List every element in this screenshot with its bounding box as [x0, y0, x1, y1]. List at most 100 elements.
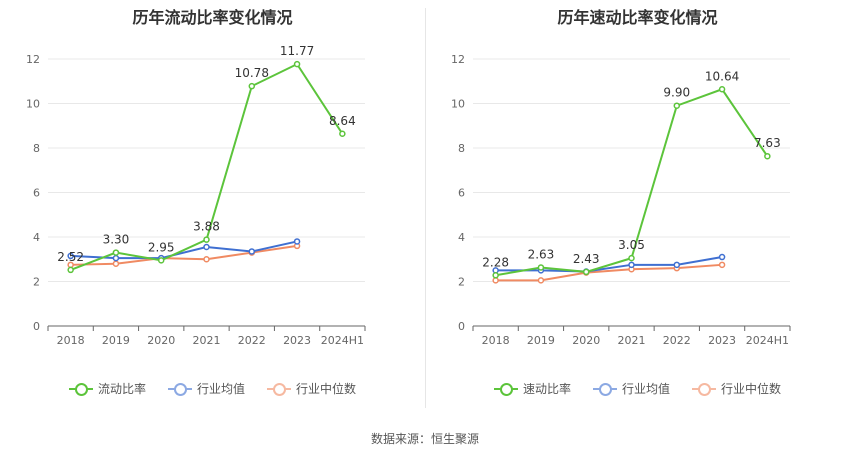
y-tick-label: 10	[26, 98, 40, 111]
series-line	[495, 256, 723, 273]
panel-divider	[425, 8, 426, 408]
quick-ratio-chart: 0 2 4 6 8 10 12 2018 2019 2020 2021 2022 2023 2024H1 2…	[451, 53, 791, 347]
legend-swatch	[68, 382, 93, 396]
x-tick-label: 2021	[618, 334, 646, 347]
data-point[interactable]	[492, 272, 499, 279]
data-label: 8.64	[329, 114, 356, 128]
data-label: 3.30	[103, 233, 130, 247]
series-line	[70, 240, 298, 260]
data-point[interactable]	[293, 60, 301, 68]
data-label: 3.05	[618, 238, 645, 252]
chart-legend: 流动比率 行业均值 行业中位数	[0, 380, 425, 397]
y-tick-label: 0	[458, 320, 465, 333]
series-line	[495, 263, 723, 282]
data-point[interactable]	[492, 277, 499, 284]
data-label: 2.63	[528, 247, 555, 261]
legend-label: 行业均值	[196, 382, 245, 396]
current-ratio-panel: 历年流动比率变化情况 0 2 4 6 8 10 12 2018 2019 2020 2021 2022…	[0, 0, 425, 420]
data-point[interactable]	[248, 248, 256, 255]
data-point[interactable]	[112, 260, 120, 267]
data-point[interactable]	[718, 261, 726, 269]
data-point[interactable]	[293, 238, 301, 245]
chart-title: 历年速动比率变化情况	[557, 8, 718, 27]
data-point[interactable]	[718, 86, 726, 93]
data-label: 2.95	[148, 240, 175, 254]
legend-label: 速动比率	[522, 382, 571, 396]
legend-swatch	[167, 382, 192, 396]
legend-swatch	[592, 382, 617, 396]
data-label: 10.78	[235, 66, 269, 80]
y-tick-label: 8	[33, 142, 40, 155]
data-point[interactable]	[537, 264, 545, 271]
y-tick-label: 4	[458, 231, 465, 244]
x-tick-label: 2021	[193, 334, 221, 347]
legend-swatch	[692, 382, 716, 396]
data-point[interactable]	[248, 82, 256, 90]
data-label: 7.63	[754, 136, 781, 150]
data-point[interactable]	[157, 257, 165, 264]
data-label: 3.88	[193, 220, 220, 234]
data-point[interactable]	[203, 256, 210, 263]
data-label: 2.43	[573, 252, 600, 266]
data-point[interactable]	[203, 243, 210, 251]
legend-swatch	[493, 382, 518, 396]
data-point[interactable]	[582, 268, 590, 276]
data-point[interactable]	[718, 253, 726, 261]
legend-item[interactable]: 行业均值	[592, 380, 670, 397]
data-point[interactable]	[537, 277, 545, 284]
legend-item[interactable]: 行业中位数	[267, 380, 356, 397]
chart-legend: 速动比率 行业均值 行业中位数	[425, 380, 850, 397]
data-point[interactable]	[764, 152, 771, 160]
legend-swatch	[267, 382, 291, 396]
data-label: 10.64	[705, 69, 739, 83]
x-tick-label: 2024H1	[321, 334, 364, 347]
data-point[interactable]	[628, 261, 635, 269]
legend-label: 行业均值	[621, 382, 670, 396]
y-tick-label: 6	[458, 187, 465, 200]
legend-item[interactable]: 行业均值	[167, 380, 245, 397]
data-label: 9.90	[663, 86, 690, 100]
legend-label: 行业中位数	[296, 382, 357, 396]
legend-item[interactable]: 行业中位数	[692, 380, 781, 397]
y-tick-label: 12	[26, 53, 40, 66]
data-point[interactable]	[112, 249, 120, 256]
data-point[interactable]	[339, 130, 346, 138]
x-tick-label: 2023	[283, 334, 311, 347]
x-tick-label: 2020	[572, 334, 600, 347]
y-tick-label: 8	[458, 142, 465, 155]
legend-item[interactable]: 速动比率	[493, 380, 571, 397]
data-point[interactable]	[628, 254, 635, 262]
current-ratio-chart: 0 2 4 6 8 10 12 2018 2019 2020 2021 2022 2023 2024H1 2…	[26, 44, 366, 347]
legend-item[interactable]: 流动比率	[68, 380, 146, 397]
y-tick-label: 10	[451, 98, 465, 111]
y-tick-label: 6	[33, 187, 40, 200]
data-label: 2.52	[57, 250, 84, 264]
x-tick-label: 2018	[482, 334, 510, 347]
data-label: 2.28	[482, 255, 509, 269]
x-tick-label: 2022	[663, 334, 691, 347]
data-label: 11.77	[280, 44, 314, 58]
data-source: 数据来源：恒生聚源	[370, 432, 479, 446]
y-tick-label: 0	[33, 320, 40, 333]
y-tick-label: 12	[451, 53, 465, 66]
y-tick-label: 2	[458, 276, 465, 289]
quick-ratio-panel: 历年速动比率变化情况 0 2 4 6 8 10 12 2018 2019 2020 2021 2022…	[425, 0, 850, 420]
series-line	[70, 244, 298, 266]
x-tick-label: 2019	[527, 334, 555, 347]
chart-title: 历年流动比率变化情况	[132, 8, 293, 27]
x-tick-label: 2020	[147, 334, 175, 347]
x-tick-label: 2019	[102, 334, 130, 347]
data-point[interactable]	[67, 252, 74, 260]
y-tick-label: 4	[33, 231, 40, 244]
x-tick-label: 2022	[238, 334, 266, 347]
data-point[interactable]	[203, 236, 210, 243]
x-tick-label: 2023	[708, 334, 736, 347]
legend-label: 流动比率	[97, 382, 146, 396]
x-tick-label: 2024H1	[746, 334, 789, 347]
data-point[interactable]	[67, 266, 74, 274]
data-point[interactable]	[673, 102, 681, 109]
data-point[interactable]	[112, 254, 120, 262]
data-point[interactable]	[673, 261, 681, 269]
legend-label: 行业中位数	[721, 382, 782, 396]
y-tick-label: 2	[33, 276, 40, 289]
